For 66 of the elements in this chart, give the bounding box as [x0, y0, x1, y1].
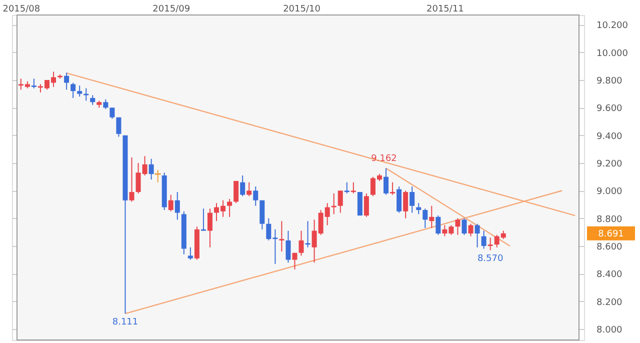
annotation: 8.111: [112, 318, 138, 328]
y-tick-label: 8.800: [596, 214, 623, 225]
candlestick: [488, 237, 493, 251]
candlestick: [77, 85, 82, 98]
y-tick-label: 8.200: [596, 298, 623, 308]
candlestick: [227, 198, 232, 218]
candlestick: [436, 215, 441, 236]
candlestick: [364, 192, 369, 218]
y-tick-label: 8.000: [596, 325, 623, 336]
y-tick-label: 10.000: [596, 48, 628, 59]
candlestick: [110, 107, 115, 120]
candlestick: [292, 252, 298, 270]
candlestick: [234, 180, 239, 204]
y-tick-label: 9.400: [596, 132, 623, 142]
y-tick-label: 9.000: [596, 187, 623, 198]
candlestick: [416, 202, 422, 215]
candlestick: [481, 230, 486, 250]
y-tick-label: 10.200: [596, 21, 628, 32]
candlestick: [338, 190, 343, 214]
candlestick: [286, 230, 291, 264]
candlestick: [344, 182, 350, 194]
candlestick: [350, 182, 356, 194]
candlestick: [207, 208, 212, 248]
candlestick: [298, 230, 304, 256]
y-tick-label: 9.200: [596, 159, 623, 170]
candlestick: [174, 192, 180, 220]
y-tick-label: 9.600: [596, 104, 623, 114]
candlestick: [357, 192, 362, 216]
candlestick: [168, 194, 174, 212]
x-tick-label: 2015/10: [283, 4, 321, 14]
candlestick: [410, 186, 415, 214]
candlestick: [260, 200, 265, 230]
x-tick-label: 2015/09: [152, 4, 190, 14]
x-tick-label: 2015/11: [426, 4, 464, 14]
candlestick: [422, 208, 428, 228]
candlestick: [403, 190, 408, 219]
text: 8.691: [598, 229, 624, 240]
candlestick: [429, 205, 434, 228]
x-tick-label: 2015/08: [2, 4, 40, 14]
y-tick-label: 8.400: [596, 270, 623, 280]
annotation: 9.162: [371, 154, 397, 164]
candlestick: [462, 218, 467, 236]
candlestick: [154, 169, 161, 183]
candlestick: [148, 158, 154, 180]
candlestick: [305, 220, 310, 248]
candlestick: [240, 174, 246, 197]
candlestick: [103, 98, 108, 110]
candlestick: [90, 94, 96, 106]
y-tick-label: 8.600: [596, 242, 623, 252]
candlestick: [116, 116, 122, 138]
candlestick: [384, 168, 389, 196]
candlestick: [396, 186, 402, 214]
candlestick: [70, 82, 76, 98]
candlestick: [188, 246, 193, 260]
y-tick-label: 9.800: [596, 76, 623, 86]
candlestick: [31, 78, 36, 89]
candlestick: [129, 156, 134, 202]
candlestick: [64, 72, 70, 90]
candlestick: [279, 220, 284, 252]
candlestick: [474, 223, 480, 248]
candlestick: [246, 182, 252, 197]
candlestick: [390, 182, 396, 196]
candlestick: [253, 186, 258, 206]
candlestick: [468, 223, 474, 237]
candlestick: [455, 218, 460, 236]
annotation: 8.570: [477, 254, 504, 264]
